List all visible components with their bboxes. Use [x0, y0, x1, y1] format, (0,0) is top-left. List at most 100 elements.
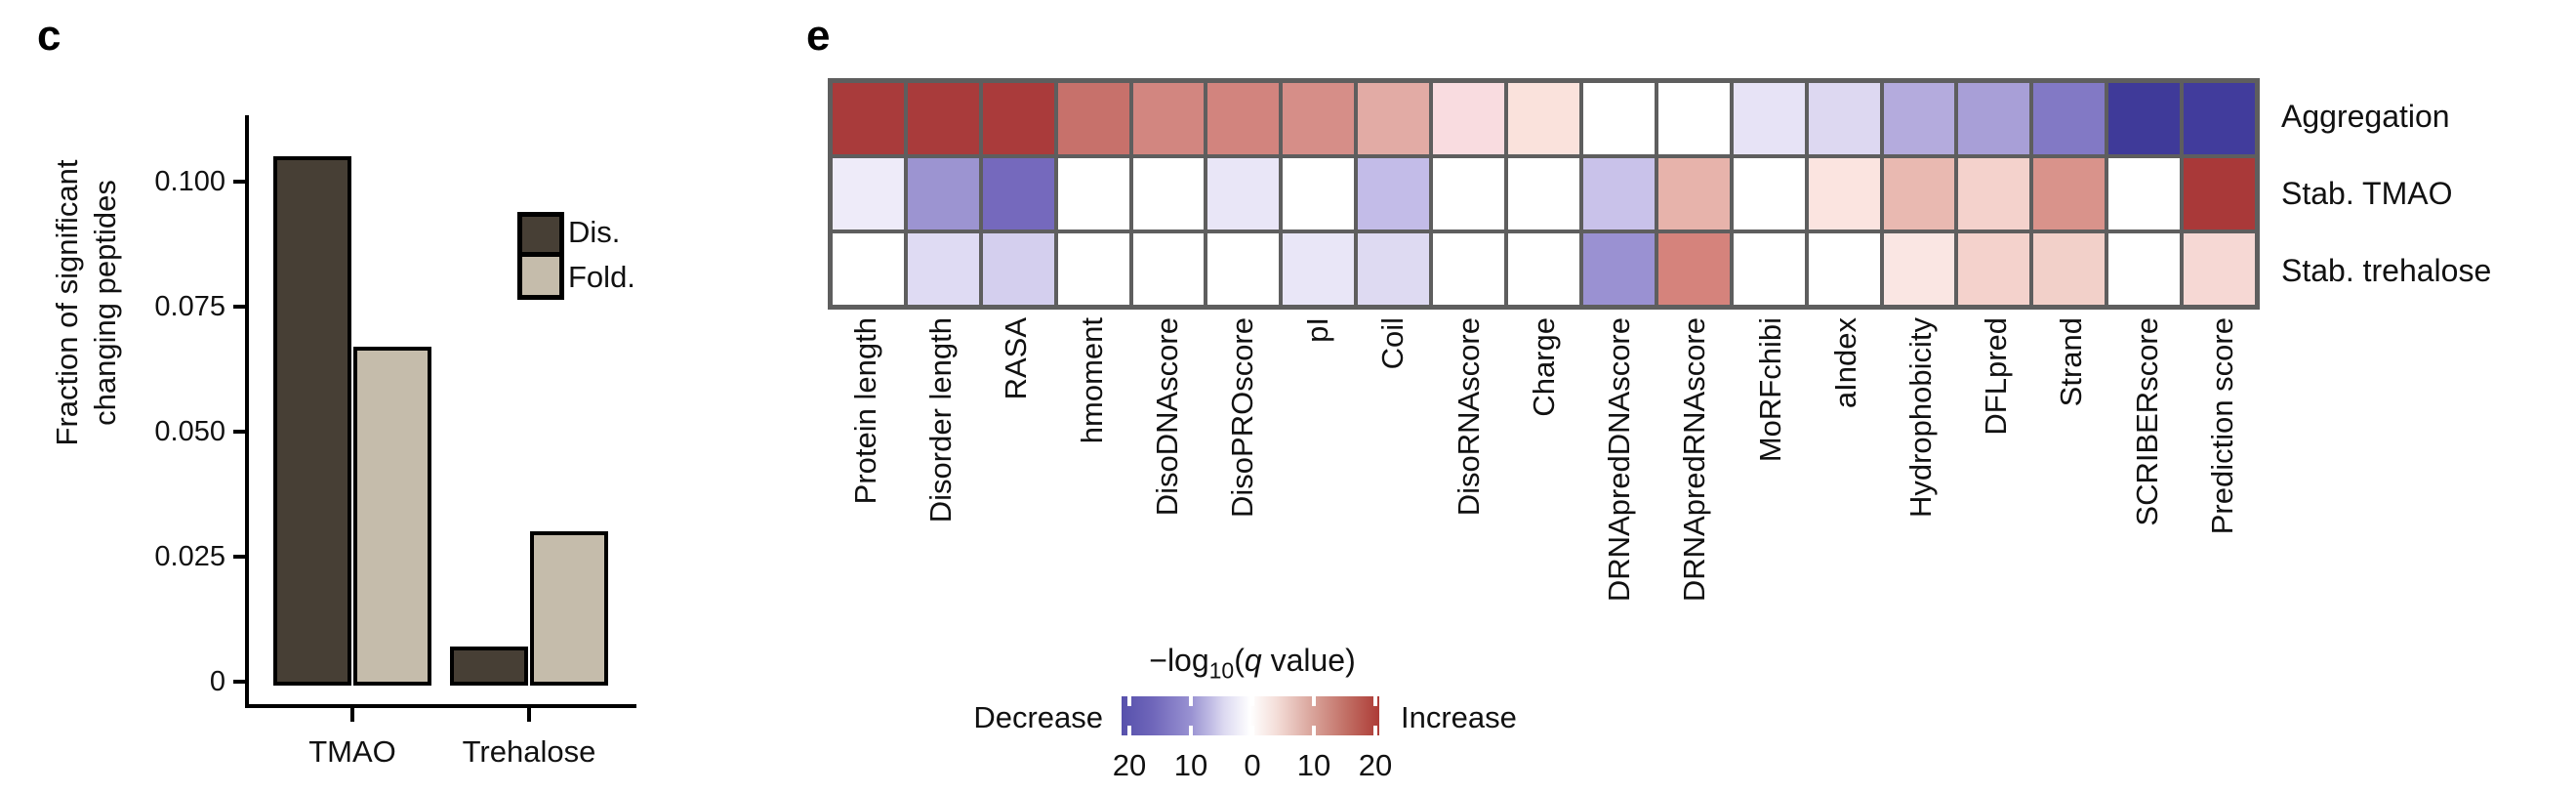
- heatmap-row-label-1: Stab. TMAO: [2281, 176, 2453, 211]
- heatmap-cell: [833, 233, 904, 305]
- heatmap-cell: [1808, 233, 1880, 305]
- colorbar-increase-label: Increase: [1401, 700, 1517, 734]
- bar-trehalose-fold: [530, 531, 608, 686]
- heatmap-column-label-12: MoRFchibi: [1733, 317, 1808, 698]
- heatmap-cell: [982, 83, 1054, 154]
- heatmap-column-label-text: hmoment: [1075, 317, 1109, 444]
- legend-swatch-fold: [522, 257, 559, 295]
- heatmap-cell: [1808, 83, 1880, 154]
- colorbar-title-subscript: 10: [1208, 657, 1235, 684]
- heatmap-cell: [907, 83, 979, 154]
- heatmap-cell: [1883, 158, 1955, 230]
- x-tick-mark: [350, 708, 354, 722]
- bar-trehalose-dis: [450, 647, 528, 686]
- heatmap-column-label-9: Charge: [1506, 317, 1581, 698]
- heatmap-cell: [2184, 233, 2255, 305]
- y-tick-mark: [233, 555, 245, 559]
- colorbar-tick-mark: [1127, 726, 1131, 735]
- heatmap-cell: [1057, 158, 1129, 230]
- colorbar-tick-number: 20: [1112, 748, 1147, 782]
- heatmap-cell: [1207, 83, 1280, 154]
- heatmap-column-label-text: Prediction score: [2205, 317, 2239, 535]
- heatmap-cell: [1657, 83, 1730, 154]
- heatmap-cell: [2108, 158, 2181, 230]
- heatmap-cell: [1283, 83, 1355, 154]
- heatmap-cell: [982, 158, 1054, 230]
- heatmap-cell: [1508, 83, 1579, 154]
- heatmap-column-label-text: pI: [1300, 317, 1334, 343]
- bar-chart-x-axis-line: [245, 704, 636, 708]
- colorbar-tick-mark: [1189, 726, 1193, 735]
- heatmap-cell: [1433, 158, 1505, 230]
- y-tick-label: 0.075: [154, 291, 225, 322]
- heatmap-cell: [1433, 233, 1505, 305]
- y-tick-mark: [233, 180, 245, 184]
- heatmap-column-label-11: DRNApredRNAscore: [1656, 317, 1732, 698]
- heatmap-column-label-text: Disorder length: [923, 317, 958, 523]
- heatmap-cell: [1733, 233, 1805, 305]
- heatmap-cell: [1883, 83, 1955, 154]
- heatmap-cell: [1958, 233, 2030, 305]
- heatmap-column-label-10: DRNApredDNAscore: [1581, 317, 1656, 698]
- x-tick-label-tmao: TMAO: [308, 734, 396, 769]
- heatmap-column-label-text: SCRIBERscore: [2130, 317, 2164, 526]
- colorbar-tick-number: 10: [1173, 748, 1208, 782]
- bar-chart-y-axis-line: [245, 115, 249, 708]
- colorbar-tick-mark: [1312, 726, 1316, 735]
- heatmap-cell: [982, 233, 1054, 305]
- heatmap-cell: [1733, 83, 1805, 154]
- heatmap-column-label-text: DisoRNAscore: [1452, 317, 1486, 517]
- bar-chart-legend: [517, 212, 564, 300]
- heatmap-cell: [1657, 233, 1730, 305]
- heatmap-column-label-text: Charge: [1527, 317, 1561, 417]
- heatmap-column-label-text: Protein length: [848, 317, 882, 505]
- colorbar-tick-number: 0: [1244, 748, 1261, 782]
- heatmap-cell: [1582, 233, 1655, 305]
- heatmap-cell: [1808, 158, 1880, 230]
- heatmap-cell: [1958, 158, 2030, 230]
- heatmap-row-label-0: Aggregation: [2281, 99, 2450, 134]
- colorbar-tick-mark: [1250, 696, 1254, 706]
- heatmap-cell: [907, 158, 979, 230]
- heatmap-cell: [1582, 83, 1655, 154]
- heatmap-column-label-1: Disorder length: [903, 317, 978, 698]
- heatmap-column-label-text: Coil: [1375, 317, 1410, 370]
- colorbar-title-q: q: [1244, 643, 1262, 678]
- y-tick-label: 0.050: [154, 416, 225, 447]
- colorbar-tick-mark: [1189, 696, 1193, 706]
- heatmap-cell: [1508, 158, 1579, 230]
- heatmap-cell: [907, 233, 979, 305]
- heatmap-grid: [828, 78, 2260, 310]
- colorbar-decrease-label: Decrease: [973, 700, 1103, 734]
- colorbar-title-prefix: −log: [1149, 643, 1209, 678]
- heatmap-column-label-text: Strand: [2054, 317, 2088, 407]
- heatmap-column-label-13: aIndex: [1808, 317, 1883, 698]
- heatmap-cell: [1132, 158, 1205, 230]
- colorbar-gradient: [1122, 696, 1379, 735]
- heatmap-column-label-text: DFLpred: [1979, 317, 2013, 436]
- colorbar-tick-mark: [1312, 696, 1316, 706]
- colorbar-tick-mark: [1127, 696, 1131, 706]
- x-tick-mark: [527, 708, 531, 722]
- heatmap-column-label-15: DFLpred: [1958, 317, 2033, 698]
- legend-label-dis: Dis.: [568, 215, 621, 249]
- heatmap-cell: [1207, 158, 1280, 230]
- heatmap-cell: [2108, 233, 2181, 305]
- colorbar-tick-number: 10: [1296, 748, 1331, 782]
- legend-label-fold: Fold.: [568, 260, 635, 294]
- heatmap-column-label-0: Protein length: [828, 317, 903, 698]
- heatmap-column-label-text: RASA: [999, 317, 1033, 400]
- bar-tmao-dis: [273, 156, 351, 686]
- heatmap-cell: [1433, 83, 1505, 154]
- heatmap-cell: [1883, 233, 1955, 305]
- colorbar-tick-mark: [1373, 696, 1377, 706]
- heatmap-cell: [1207, 233, 1280, 305]
- colorbar-tick-number: 20: [1358, 748, 1393, 782]
- heatmap-cell: [2184, 158, 2255, 230]
- y-tick-label: 0: [209, 666, 225, 697]
- y-axis-title-line1: Fraction of significant: [50, 159, 84, 446]
- y-tick-mark: [233, 430, 245, 434]
- y-tick-label: 0.100: [154, 166, 225, 197]
- heatmap-column-label-text: DRNApredDNAscore: [1602, 317, 1636, 603]
